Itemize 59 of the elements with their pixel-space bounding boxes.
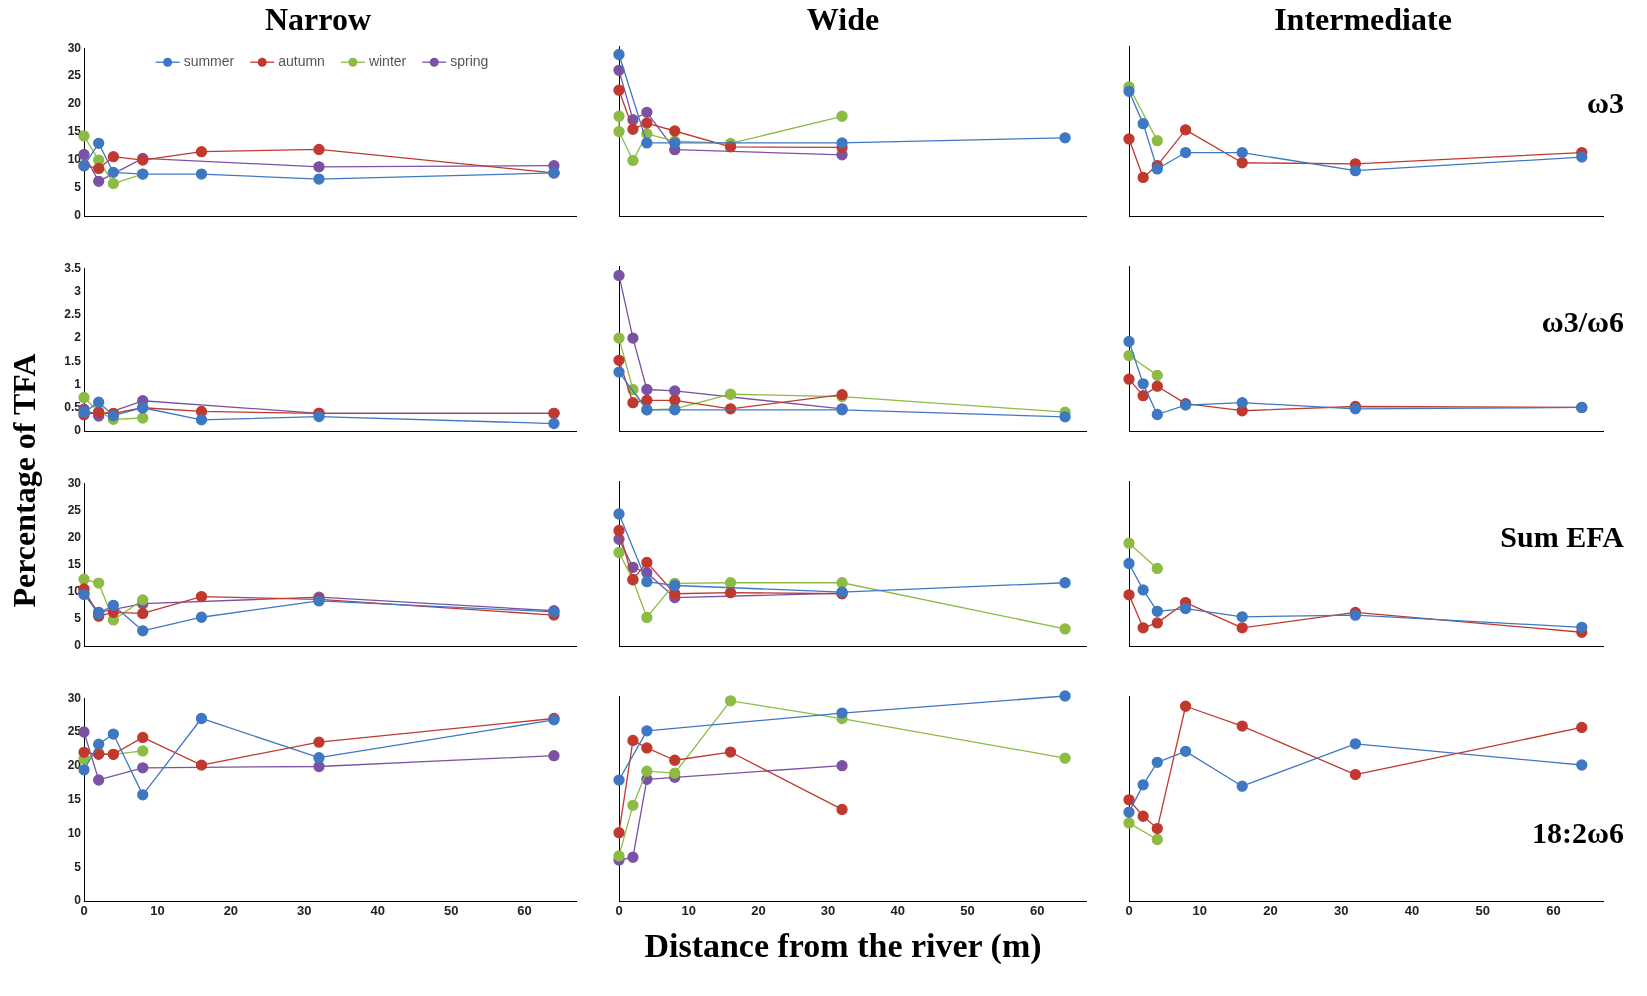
y-tick-label: 25 [67,502,82,517]
x-tick-label: 10 [150,903,165,919]
y-tick-label: 5 [74,180,82,195]
chart-title: Intermediate [1273,0,1453,38]
y-tick-label: 2 [74,330,82,345]
x-tick-label: 0 [1125,903,1133,919]
x-axis-title: Distance from the river (m) [643,926,1043,966]
x-tick-label: 60 [1029,903,1045,919]
y-tick-label: 20 [67,529,82,544]
x-tick-label: 10 [1192,903,1207,919]
y-tick-label: 1 [74,376,82,391]
x-tick-label: 40 [1404,903,1420,919]
annotation: ω3/ω6 [1541,304,1624,338]
annotation: Sum EFA [1500,519,1625,553]
y-tick-label: 3 [74,283,82,298]
y-tick-label: 0 [74,893,82,908]
legend-label: spring [450,53,489,70]
x-tick-label: 50 [960,903,975,919]
y-tick-label: 10 [67,152,82,167]
x-tick-label: 20 [1263,903,1278,919]
y-tick-label: 5 [74,611,82,626]
x-tick-label: 60 [1546,903,1561,919]
x-tick-label: 10 [681,903,696,919]
x-tick-label: 40 [890,903,906,919]
y-tick-label: 1.5 [64,353,82,368]
y-tick-label: 0 [74,208,82,223]
x-tick-label: 60 [517,903,532,919]
y-tick-label: 15 [67,556,82,571]
y-tick-label: 25 [67,68,82,83]
y-tick-label: 20 [67,758,82,773]
y-tick-label: 2.5 [64,307,82,322]
legend-label: winter [367,53,407,70]
y-tick-label: 15 [67,791,82,806]
y-tick-label: 30 [67,40,82,55]
x-tick-label: 30 [820,903,836,919]
y-tick-label: 5 [74,859,82,874]
y-tick-label: 10 [67,825,82,840]
y-tick-label: 0 [74,423,82,438]
x-tick-label: 50 [443,903,459,919]
chart-title: Narrow [263,0,372,38]
x-tick-label: 40 [370,903,385,919]
x-tick-label: 30 [297,903,312,919]
y-tick-label: 15 [67,124,82,139]
x-tick-label: 20 [223,903,239,919]
x-tick-label: 20 [751,903,766,919]
chart-title: Wide [805,0,881,38]
y-tick-label: 30 [67,690,82,705]
legend-label: autumn [278,53,325,70]
legend-label: summer [183,53,235,70]
annotation: 18:2ω6 [1532,816,1624,850]
x-tick-label: 0 [615,903,623,919]
y-tick-label: 30 [67,475,82,490]
y-tick-label: 20 [67,96,82,111]
y-tick-label: 0 [74,638,82,653]
y-tick-label: 3.5 [64,260,82,275]
x-tick-label: 30 [1334,903,1349,919]
x-tick-label: 50 [1475,903,1490,919]
annotation: ω3 [1587,86,1624,120]
y-axis-title: Percentage of TFA [5,352,43,608]
